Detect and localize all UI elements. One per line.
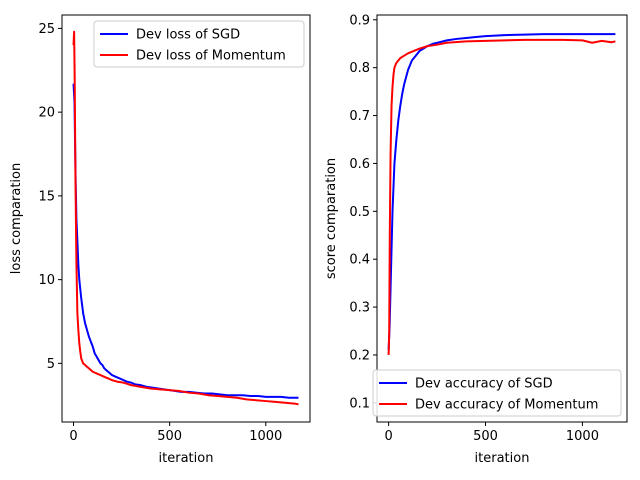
chart-panel-1: 0 500 1000 5 10 15 20 25 iteration loss comparati… bbox=[9, 14, 311, 466]
series-line-2-2 bbox=[387, 38, 616, 355]
y-tick-label: 15 bbox=[38, 189, 55, 204]
legend-box bbox=[93, 20, 305, 68]
x-tick-label: 1000 bbox=[566, 429, 599, 444]
y-tick-label: 0.7 bbox=[349, 109, 370, 124]
y-tick-label: 0.8 bbox=[349, 61, 370, 76]
axes-frame bbox=[61, 14, 311, 423]
series-line-1-1 bbox=[72, 83, 299, 399]
legend-label: Dev accuracy of SGD bbox=[415, 377, 553, 392]
y-tick-label: 0.2 bbox=[349, 348, 370, 363]
x-tick-label: 0 bbox=[69, 429, 77, 444]
legend-label: Dev accuracy of Momentum bbox=[415, 398, 598, 413]
y-tick-label: 0.9 bbox=[349, 13, 370, 28]
y-tick-label: 0.4 bbox=[349, 253, 370, 268]
x-axis-label: iteration bbox=[159, 451, 214, 466]
chart-panel-2: 0 500 1000 0.1 0.2 0.3 0.4 0.5 0.6 0.7 0.8 0.9 itera… bbox=[324, 13, 628, 466]
series-line-1-2 bbox=[72, 30, 299, 406]
legend-box bbox=[372, 369, 622, 417]
x-tick-label: 500 bbox=[473, 429, 498, 444]
y-tick-label: 0.5 bbox=[349, 205, 370, 220]
y-tick-label: 20 bbox=[38, 106, 55, 121]
legend-label: Dev loss of Momentum bbox=[136, 49, 286, 64]
legend: Dev accuracy of SGD Dev accuracy of Momen… bbox=[372, 369, 622, 417]
y-tick-label: 0.1 bbox=[349, 396, 370, 411]
y-tick-label: 5 bbox=[47, 357, 55, 372]
y-tick-label: 0.3 bbox=[349, 301, 370, 316]
x-tick-label: 500 bbox=[157, 429, 182, 444]
y-tick-label: 0.6 bbox=[349, 157, 370, 172]
y-axis-label: loss comparation bbox=[9, 163, 24, 274]
legend: Dev loss of SGD Dev loss of Momentum bbox=[93, 20, 305, 68]
y-tick-label: 10 bbox=[38, 273, 55, 288]
x-tick-label: 1000 bbox=[249, 429, 282, 444]
x-tick-label: 0 bbox=[384, 429, 392, 444]
axes-frame bbox=[376, 14, 628, 423]
y-tick-label: 25 bbox=[38, 22, 55, 37]
x-axis-label: iteration bbox=[475, 451, 530, 466]
series-line-2-1 bbox=[387, 33, 616, 351]
legend-label: Dev loss of SGD bbox=[136, 28, 240, 43]
y-axis-label: score comparation bbox=[324, 158, 339, 279]
